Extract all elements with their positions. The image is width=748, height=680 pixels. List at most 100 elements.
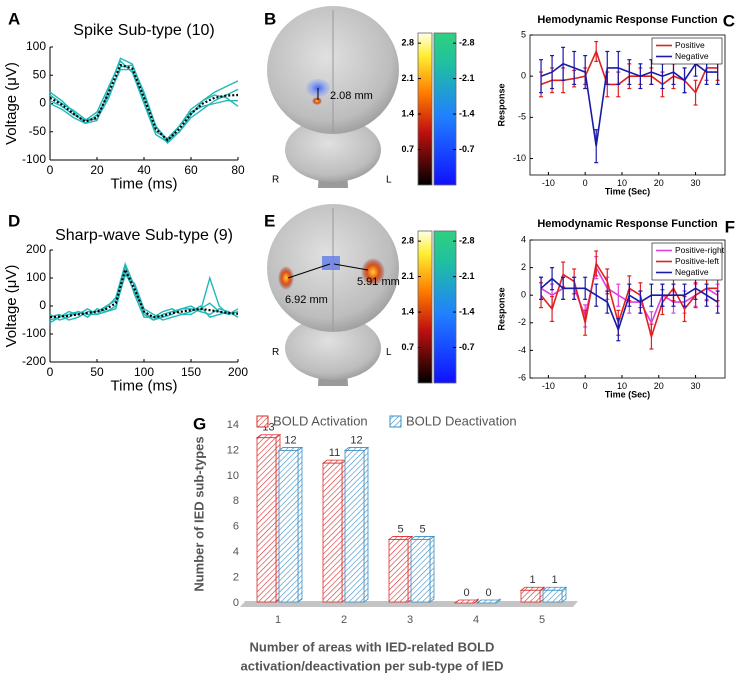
value-label: 12 — [350, 434, 362, 446]
side-label: R — [272, 175, 279, 186]
y-tick-label: 8 — [233, 495, 239, 507]
series-line — [49, 264, 239, 321]
side-label: L — [386, 347, 392, 358]
error-bar — [550, 54, 555, 90]
colorbar-positive — [417, 32, 433, 186]
error-bar — [682, 67, 687, 94]
activation-blob — [361, 258, 385, 286]
x-tick-label: 40 — [137, 163, 151, 177]
y-tick-label: -50 — [29, 124, 47, 138]
x-tick-label: 1 — [275, 614, 281, 626]
x-tick-label: 0 — [583, 178, 588, 188]
x-tick-label: -10 — [542, 178, 555, 188]
legend-label: Positive — [675, 40, 705, 50]
colorbar-tick-label: 2.1 — [401, 271, 414, 281]
plot-frame — [529, 239, 726, 379]
error-bar — [605, 290, 610, 314]
x-tick-label: -10 — [542, 381, 555, 391]
bar-top — [387, 536, 414, 540]
colorbar-tick-label: -0.7 — [459, 144, 475, 154]
x-tick-label: 50 — [90, 365, 104, 379]
y-tick-label: 0 — [521, 290, 526, 300]
y-tick-label: -2 — [518, 317, 526, 327]
error-bar — [572, 276, 577, 300]
colorbar-tick-label: -2.8 — [459, 236, 475, 246]
bar-top — [519, 586, 546, 591]
error-bar — [594, 283, 599, 307]
series-line — [49, 68, 238, 140]
value-label: 1 — [551, 574, 557, 586]
legend-label: Negative — [675, 51, 709, 61]
bar-top — [541, 586, 568, 591]
colorbar-tick-label: -0.7 — [459, 342, 475, 352]
error-bar — [649, 283, 654, 307]
y-tick-label: 0 — [39, 96, 46, 110]
y-tick-label: 4 — [233, 546, 239, 558]
distance-label: 5.91 mm — [357, 276, 400, 288]
error-bar — [583, 276, 588, 300]
error-bar — [594, 129, 599, 164]
x-axis-label: Time (ms) — [111, 175, 178, 192]
y-tick-label: -10 — [513, 153, 526, 163]
y-tick-label: 100 — [26, 270, 46, 284]
bar — [321, 459, 348, 603]
legend-label: Positive-left — [675, 256, 720, 266]
series-line — [49, 266, 239, 319]
value-label: 5 — [419, 523, 425, 535]
plot-frame — [529, 34, 726, 176]
y-axis-label: Response — [496, 83, 506, 126]
y-tick-label: 10 — [227, 470, 239, 482]
y-tick-label: 2 — [233, 571, 239, 583]
y-axis-label: Response — [496, 287, 506, 330]
side-label: R — [272, 347, 279, 358]
cerebellum — [285, 316, 381, 380]
chart-title: Spike Sub-type (10) — [73, 22, 214, 39]
chart-title: Sharp-wave Sub-type (9) — [55, 227, 233, 244]
bar — [255, 433, 282, 603]
error-bar — [627, 59, 632, 86]
legend-label: Positive-right — [675, 245, 725, 255]
error-bar — [638, 290, 643, 314]
cerebellum — [285, 118, 381, 182]
y-axis-label: Voltage (μV) — [3, 265, 20, 348]
bar-front — [278, 450, 299, 603]
panel-letter: A — [8, 9, 20, 28]
error-bar — [693, 79, 698, 106]
error-bar — [583, 309, 588, 336]
error-bar — [616, 283, 621, 307]
bar — [343, 446, 370, 603]
colorbar-tick-label: -1.4 — [459, 108, 475, 118]
bar-top — [321, 459, 348, 464]
error-bar — [627, 283, 632, 307]
colorbar-negative — [433, 32, 457, 186]
y-tick-label: 50 — [33, 67, 47, 81]
distance-line — [287, 263, 331, 279]
y-tick-label: 0 — [521, 71, 526, 81]
error-bar — [660, 283, 665, 307]
y-tick-label: 2 — [521, 262, 526, 272]
error-bar — [594, 40, 599, 62]
distance-label: 2.08 mm — [330, 90, 373, 102]
distance-line — [333, 263, 369, 271]
error-bar — [550, 295, 555, 323]
y-tick-label: 4 — [521, 234, 526, 244]
y-tick-label: 5 — [521, 29, 526, 39]
bar-top — [255, 434, 282, 439]
y-tick-label: 0 — [39, 298, 46, 312]
bar-front — [388, 539, 409, 603]
bar-top — [277, 447, 304, 451]
y-tick-label: 6 — [233, 521, 239, 533]
series-line — [49, 64, 239, 142]
bar-front — [520, 589, 541, 603]
error-bar — [616, 50, 621, 86]
x-tick-label: 10 — [617, 381, 627, 391]
bar — [277, 446, 304, 603]
y-tick-label: -6 — [518, 372, 526, 382]
error-bar — [572, 50, 577, 86]
colorbar-tick-label: 1.4 — [401, 306, 414, 316]
colorbar-tick-label: 2.8 — [401, 38, 414, 48]
value-label: 12 — [284, 434, 296, 446]
bar-side — [363, 446, 369, 603]
